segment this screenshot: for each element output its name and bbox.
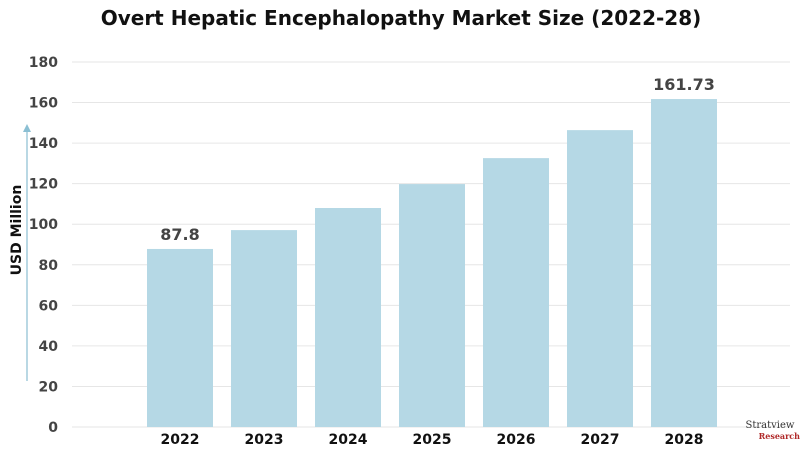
x-tick-label: 2028: [665, 432, 704, 448]
y-tick-label: 140: [29, 136, 58, 152]
x-tick-label: 2022: [161, 432, 200, 448]
x-tick-label: 2027: [581, 432, 620, 448]
bar-2023: [231, 230, 297, 427]
y-tick-label: 160: [29, 96, 58, 112]
arrow-head-icon: [23, 124, 31, 132]
bar-2026: [483, 158, 549, 427]
bar-2028: [651, 99, 717, 428]
x-tick-label: 2025: [413, 432, 452, 448]
data-label: 87.8: [160, 225, 199, 244]
logo-sub: Research: [758, 431, 800, 441]
chart-title: Overt Hepatic Encephalopathy Market Size…: [100, 6, 702, 30]
stratview-logo: Stratview Research: [740, 420, 800, 441]
bar-2027: [567, 130, 633, 427]
x-tick-label: 2023: [245, 432, 284, 448]
bar-2025: [399, 184, 465, 427]
bar-2024: [315, 208, 381, 427]
y-tick-label: 60: [39, 298, 59, 314]
x-tick-label: 2024: [329, 432, 368, 448]
y-tick-label: 80: [39, 258, 59, 274]
y-tick-label: 120: [29, 177, 58, 193]
logo-name: Stratview: [745, 420, 795, 431]
x-tick-label: 2026: [497, 432, 536, 448]
y-tick-label: 40: [39, 339, 59, 355]
bar-2022: [147, 248, 213, 427]
y-tick-label: 180: [29, 55, 58, 71]
y-tick-label: 20: [39, 379, 59, 395]
y-tick-label: 0: [48, 420, 58, 436]
data-label: 161.73: [653, 75, 715, 94]
y-tick-label: 100: [29, 217, 58, 233]
